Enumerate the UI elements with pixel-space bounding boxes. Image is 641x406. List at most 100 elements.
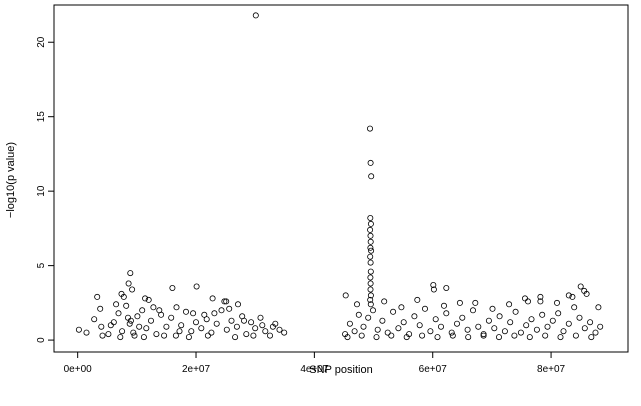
data-point	[252, 325, 259, 332]
data-point	[379, 317, 386, 324]
data-point	[365, 314, 372, 321]
data-point	[150, 304, 157, 311]
data-point	[193, 283, 200, 290]
data-point	[142, 295, 149, 302]
data-point	[190, 310, 197, 317]
data-point	[597, 323, 604, 330]
data-point	[97, 305, 104, 312]
data-point	[182, 308, 189, 315]
data-point	[110, 319, 117, 326]
data-point	[117, 334, 124, 341]
data-point	[373, 334, 380, 341]
data-point	[569, 293, 576, 300]
x-axis-label: SNP position	[309, 364, 372, 376]
data-point	[557, 334, 564, 341]
data-point	[351, 328, 358, 335]
data-point	[262, 328, 269, 335]
data-point	[480, 332, 487, 339]
data-point	[539, 311, 546, 318]
data-point	[269, 323, 276, 330]
data-point	[544, 323, 551, 330]
data-point	[368, 173, 375, 180]
data-point	[367, 253, 374, 260]
data-point	[139, 307, 146, 314]
data-point	[367, 301, 374, 308]
data-point	[188, 328, 195, 335]
data-point	[259, 322, 266, 329]
data-point	[125, 314, 132, 321]
data-point	[400, 319, 407, 326]
data-point	[125, 280, 132, 287]
data-point	[456, 299, 463, 306]
data-point	[526, 334, 533, 341]
data-point	[218, 307, 225, 314]
data-point	[208, 329, 215, 336]
data-point	[472, 299, 479, 306]
data-point	[554, 299, 561, 306]
data-point	[507, 319, 514, 326]
data-point	[115, 310, 122, 317]
data-point	[542, 332, 549, 339]
data-point	[360, 323, 367, 330]
data-point	[489, 305, 496, 312]
data-point	[201, 311, 208, 318]
data-point	[411, 313, 418, 320]
data-point	[367, 226, 374, 233]
data-point	[390, 308, 397, 315]
data-point	[414, 296, 421, 303]
data-point	[369, 307, 376, 314]
data-point	[105, 331, 112, 338]
data-point	[388, 332, 395, 339]
data-point	[592, 329, 599, 336]
data-point	[367, 286, 374, 293]
data-point	[367, 274, 374, 281]
data-point	[430, 281, 437, 288]
data-point	[185, 334, 192, 341]
data-point	[119, 328, 126, 335]
data-point	[240, 317, 247, 324]
data-point	[355, 311, 362, 318]
plot-frame	[53, 4, 629, 353]
x-tick-label: 2e+07	[182, 364, 211, 375]
y-tick-label: 0	[36, 337, 47, 343]
data-point	[233, 323, 240, 330]
data-point	[453, 320, 460, 327]
data-point	[367, 296, 374, 303]
data-point	[211, 310, 218, 317]
data-point	[449, 332, 456, 339]
data-point	[161, 332, 168, 339]
data-point	[581, 287, 588, 294]
data-point	[153, 331, 160, 338]
data-point	[94, 293, 101, 300]
data-point	[143, 325, 150, 332]
data-point	[522, 295, 529, 302]
data-point	[367, 259, 374, 266]
data-point	[421, 305, 428, 312]
data-point	[107, 322, 114, 329]
data-point	[75, 326, 82, 333]
data-point	[176, 328, 183, 335]
data-point	[346, 320, 353, 327]
data-point	[537, 293, 544, 300]
data-point	[83, 329, 90, 336]
data-point	[281, 329, 288, 336]
data-point	[209, 295, 216, 302]
data-point	[588, 334, 595, 341]
data-point	[367, 232, 374, 239]
data-point	[560, 328, 567, 335]
data-point	[549, 317, 556, 324]
data-point	[129, 286, 136, 293]
data-point	[395, 325, 402, 332]
data-point	[403, 334, 410, 341]
data-point	[448, 329, 455, 336]
data-point	[243, 331, 250, 338]
data-point	[228, 317, 235, 324]
data-point	[367, 292, 374, 299]
data-point	[366, 125, 373, 132]
data-point	[368, 247, 375, 254]
data-point	[511, 332, 518, 339]
data-point	[434, 334, 441, 341]
data-point	[140, 334, 147, 341]
data-point	[496, 313, 503, 320]
